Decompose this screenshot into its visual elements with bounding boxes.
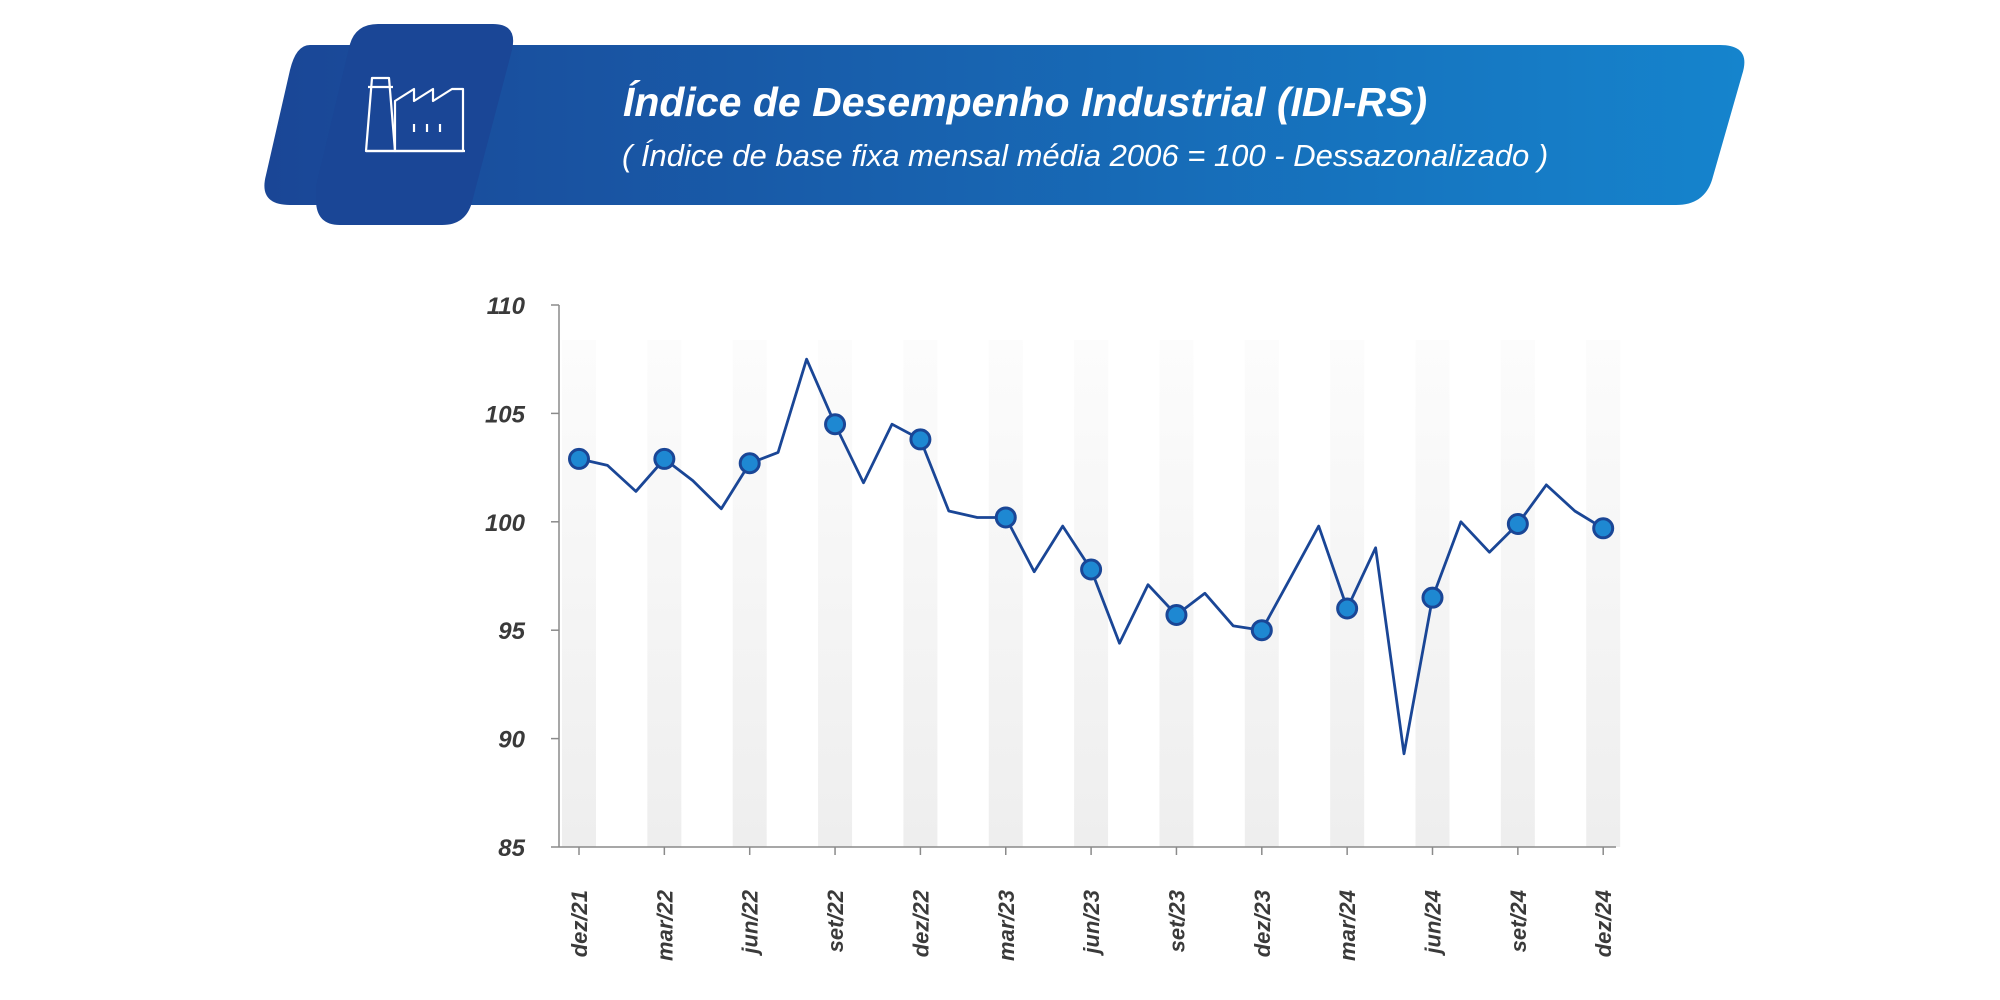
data-point — [653, 447, 676, 470]
x-tick-label: mar/23 — [994, 890, 1019, 961]
x-tick-label: dez/24 — [1591, 890, 1616, 957]
data-point — [1592, 517, 1615, 540]
y-tick-label: 100 — [485, 510, 526, 537]
page-subtitle: ( Índice de base fixa mensal média 2006 … — [622, 138, 1548, 173]
column-stripe — [1244, 340, 1279, 847]
column-stripe — [732, 340, 767, 847]
x-tick-label: jun/22 — [738, 889, 763, 956]
y-axis-ticks: 85 90 95 100 105 110 — [485, 293, 559, 862]
x-tick-label: jun/24 — [1421, 890, 1446, 957]
data-point — [1165, 604, 1188, 627]
column-stripe — [1074, 340, 1109, 847]
data-point — [1080, 558, 1103, 581]
page-title: Índice de Desempenho Industrial (IDI-RS) — [623, 79, 1427, 125]
x-tick-label: set/24 — [1506, 890, 1531, 952]
line-chart: 85 90 95 100 105 110 dez/21 mar/22 jun/22 set/22… — [485, 293, 1621, 961]
data-point — [1250, 619, 1273, 642]
y-tick-label: 110 — [487, 293, 526, 320]
data-point — [1336, 597, 1359, 620]
data-point — [1421, 586, 1444, 609]
x-tick-label: dez/21 — [567, 890, 592, 957]
y-tick-label: 85 — [498, 835, 525, 862]
column-stripe — [1500, 340, 1535, 847]
x-tick-label: jun/23 — [1079, 890, 1104, 957]
factory-icon — [364, 76, 465, 153]
x-tick-label: mar/22 — [652, 889, 677, 961]
data-point — [824, 413, 847, 436]
data-point — [994, 506, 1017, 529]
column-stripe — [903, 340, 938, 847]
column-stripe — [562, 340, 596, 847]
y-tick-label: 90 — [498, 727, 525, 754]
x-axis-ticks: dez/21 mar/22 jun/22 set/22 dez/22 mar/23 jun/… — [567, 847, 1616, 961]
x-tick-label: set/23 — [1164, 890, 1189, 952]
column-stripe — [647, 340, 682, 847]
column-stripe — [1586, 340, 1621, 847]
x-tick-label: mar/24 — [1335, 890, 1360, 961]
data-point — [568, 447, 590, 470]
data-point — [1506, 512, 1529, 535]
data-point — [909, 428, 932, 451]
column-stripe — [988, 340, 1023, 847]
header-banner: Índice de Desempenho Industrial (IDI-RS)… — [264, 24, 1745, 225]
banner-background — [264, 45, 1745, 205]
x-tick-label: dez/23 — [1250, 890, 1275, 957]
y-tick-label: 95 — [498, 618, 525, 645]
column-stripes — [562, 340, 1621, 847]
x-tick-label: set/22 — [823, 889, 848, 952]
series-markers — [568, 413, 1615, 642]
column-stripe — [1330, 340, 1365, 847]
data-point — [738, 452, 761, 475]
column-stripe — [1159, 340, 1194, 847]
y-tick-label: 105 — [485, 401, 526, 428]
x-tick-label: dez/22 — [908, 889, 933, 957]
